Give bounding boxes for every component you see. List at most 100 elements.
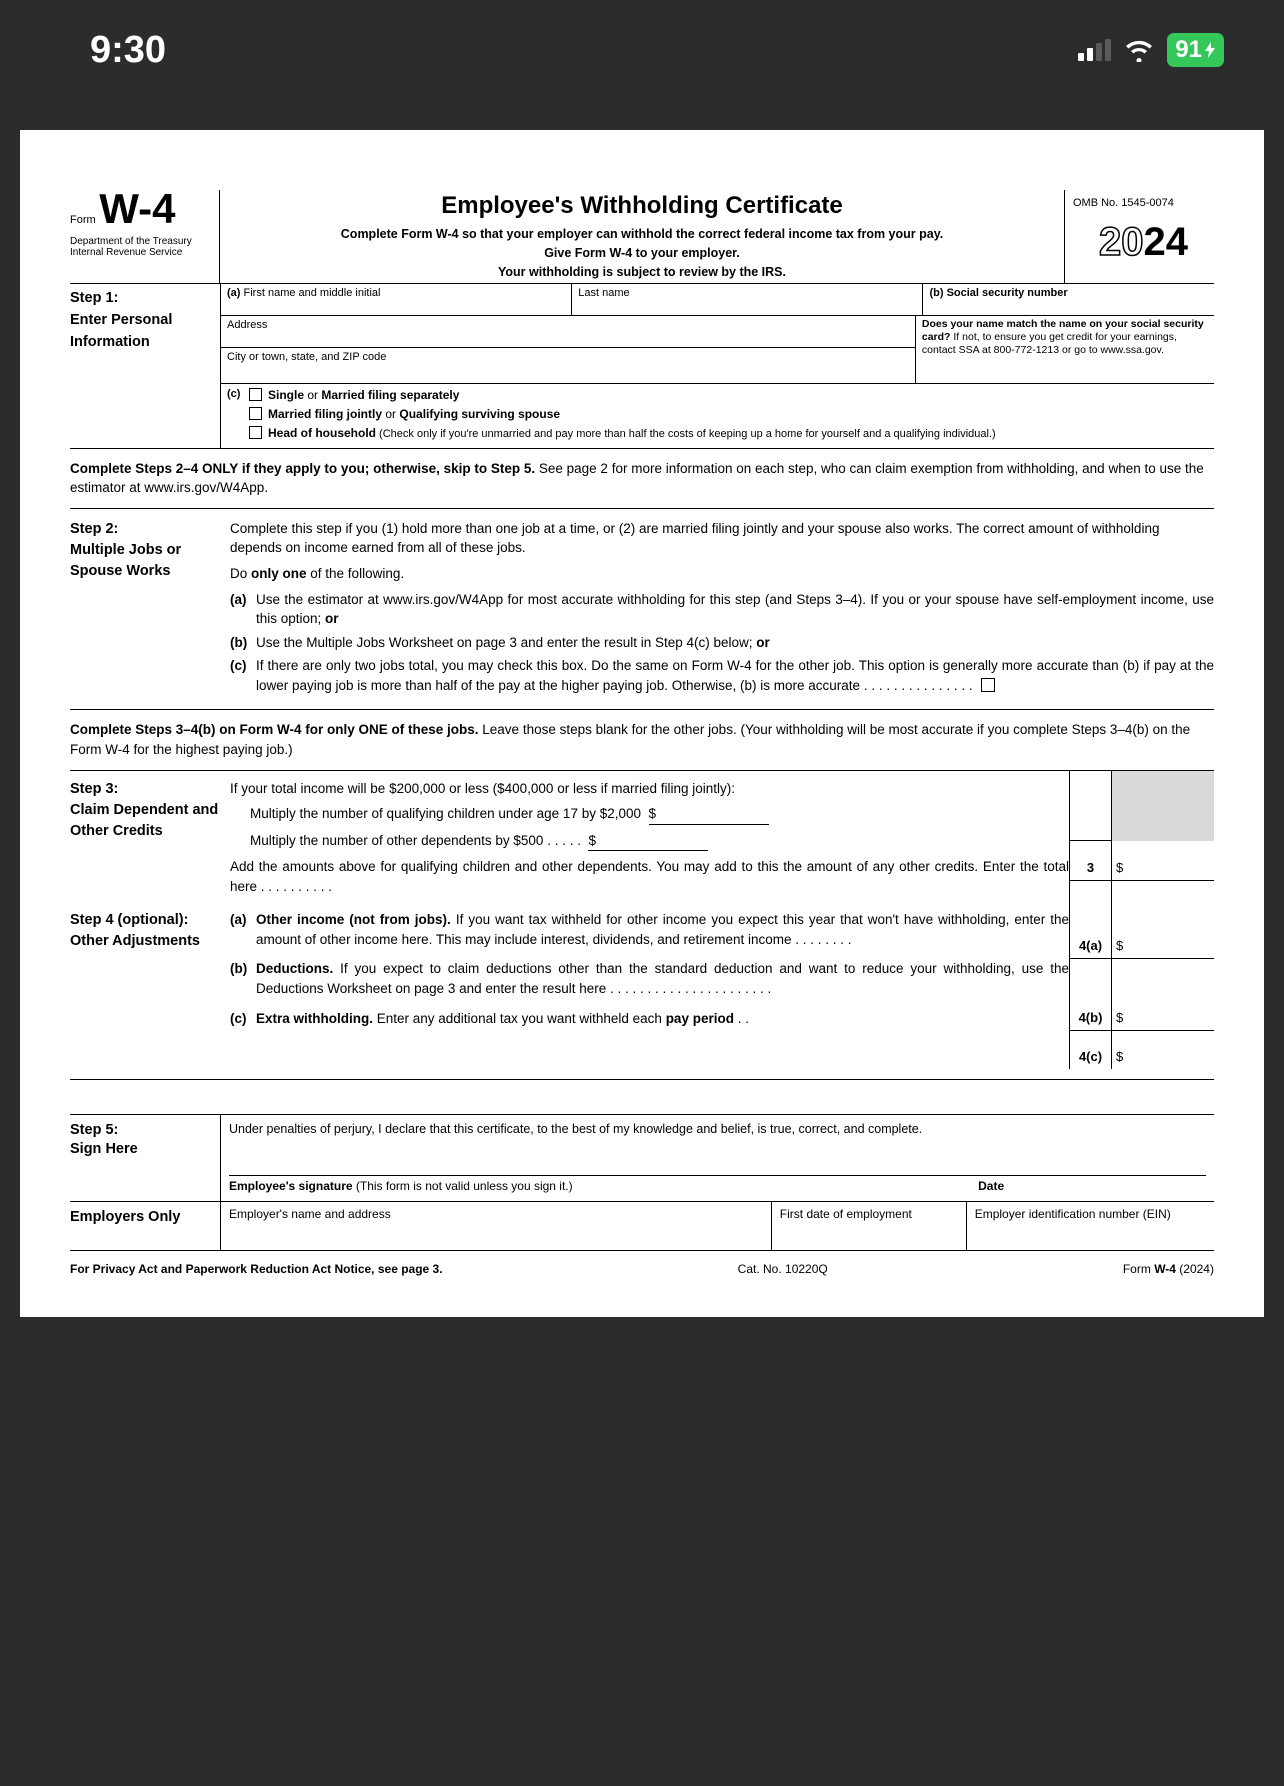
form-w4-document: Form W-4 Department of the Treasury Inte… [20, 130, 1264, 1317]
footer-right: Form W-4 (2024) [1123, 1261, 1214, 1277]
field-dependents-amount[interactable]: $ [588, 831, 708, 852]
step-4-title: Step 4 (optional): [70, 910, 220, 931]
form-title: Employee's Withholding Certificate [228, 190, 1056, 222]
line-4a-label: 4(a) [1070, 881, 1112, 958]
step-5-title: Step 5: [70, 1121, 214, 1141]
filing-status-joint[interactable]: Married filing jointly or Qualifying sur… [249, 406, 1214, 422]
field-city-state-zip[interactable]: City or town, state, and ZIP code [220, 348, 915, 383]
step2-option-a: (a)Use the estimator at www.irs.gov/W4Ap… [230, 590, 1214, 629]
form-footer: For Privacy Act and Paperwork Reduction … [70, 1251, 1214, 1277]
dept-lines: Department of the Treasury Internal Reve… [70, 236, 219, 258]
instruction-block-2: Complete Steps 3–4(b) on Form W-4 for on… [70, 710, 1214, 770]
step-5-label: Step 5: Sign Here [70, 1115, 220, 1201]
s3p2t: Multiply the number of qualifying childr… [250, 806, 641, 821]
date-label: Date [978, 1179, 1004, 1193]
form-header: Form W-4 Department of the Treasury Inte… [70, 190, 1214, 284]
step-2-title: Step 2: [70, 519, 220, 540]
s2p2c: of the following. [307, 566, 405, 581]
s3d2: $ [588, 833, 596, 848]
field-address[interactable]: Address [220, 316, 915, 348]
omb-number: OMB No. 1545-0074 [1073, 190, 1214, 211]
field-ssn[interactable]: (b) Social security number [922, 284, 1214, 316]
step-2: Step 2: Multiple Jobs or Spouse Works Co… [70, 509, 1214, 711]
line-3-label: 3 [1070, 841, 1112, 880]
step-2-label: Step 2: Multiple Jobs or Spouse Works [70, 519, 230, 700]
employers-label: Employers Only [70, 1202, 220, 1250]
l4ad: $ [1116, 937, 1123, 956]
step4-c: (c)Extra withholding. Enter any addition… [230, 1009, 1069, 1029]
field-last-name[interactable]: Last name [571, 284, 922, 316]
step-3-body: If your total income will be $200,000 or… [230, 771, 1069, 903]
step4-b: (b)Deductions. If you expect to claim de… [230, 959, 1069, 998]
sig-r: (This form is not valid unless you sign … [353, 1179, 573, 1193]
opt1-r: or [304, 388, 321, 402]
step3-p1: If your total income will be $200,000 or… [230, 779, 1069, 799]
ssn-note-text: If not, to ensure you get credit for you… [922, 331, 1177, 356]
step3-p4: Add the amounts above for qualifying chi… [230, 857, 1069, 896]
checkbox-two-jobs[interactable] [981, 678, 995, 692]
field-children-amount[interactable]: $ [649, 804, 769, 825]
status-bar: 9:30 91 [0, 0, 1284, 100]
s3d1: $ [649, 806, 657, 821]
step-5: Step 5: Sign Here Under penalties of per… [70, 1114, 1214, 1202]
step-4-label: Step 4 (optional): Other Adjustments [70, 902, 230, 1032]
s4cb: Extra withholding. [256, 1011, 373, 1026]
checkbox-single[interactable] [249, 388, 262, 401]
line-4b-label: 4(b) [1070, 959, 1112, 1030]
step4-a: (a)Other income (not from jobs). If you … [230, 910, 1069, 949]
date-field[interactable]: Date [958, 1178, 1206, 1194]
header-right: OMB No. 1545-0074 2024 [1064, 190, 1214, 283]
instr1-bold: Complete Steps 2–4 ONLY if they apply to… [70, 461, 535, 476]
field-ein[interactable]: Employer identification number (EIN) [966, 1202, 1214, 1250]
s2p2b: only one [251, 566, 307, 581]
s2b-or: or [756, 635, 770, 650]
header-sub-1: Complete Form W-4 so that your employer … [228, 226, 1056, 243]
form-number: W-4 [99, 185, 175, 232]
s4ab: Other income (not from jobs). [256, 912, 451, 927]
line-4c-label: 4(c) [1070, 1031, 1112, 1069]
filing-status-single[interactable]: Single or Married filing separately [249, 387, 1214, 403]
line-4c-value[interactable]: $ [1112, 1031, 1214, 1069]
l4cd: $ [1116, 1048, 1123, 1067]
year-outline: 20 [1099, 220, 1144, 264]
sig-b: Employee's signature [229, 1179, 353, 1193]
opt2-b1: Married filing jointly [268, 407, 382, 421]
employers-only: Employers Only Employer's name and addre… [70, 1202, 1214, 1251]
side-blank-top [1070, 771, 1214, 841]
year-solid: 24 [1144, 220, 1189, 264]
opt2-b2: Qualifying surviving spouse [399, 407, 560, 421]
filing-status-row: (c) Single or Married filing separately … [220, 384, 1214, 448]
s3p3t: Multiply the number of other dependents … [250, 833, 581, 848]
checkbox-joint[interactable] [249, 407, 262, 420]
header-sub-3: Your withholding is subject to review by… [228, 264, 1056, 281]
step-1-label: Step 1: Enter Personal Information [70, 284, 220, 448]
step2-option-c: (c)If there are only two jobs total, you… [230, 656, 1214, 695]
status-indicators: 91 [1078, 33, 1224, 67]
checkbox-hoh[interactable] [249, 426, 262, 439]
signature-field[interactable]: Employee's signature (This form is not v… [229, 1178, 958, 1194]
battery-badge: 91 [1167, 33, 1224, 67]
s2a: Use the estimator at www.irs.gov/W4App f… [256, 592, 1214, 627]
header-sub-2: Give Form W-4 to your employer. [228, 245, 1056, 262]
field-employer-name[interactable]: Employer's name and address [220, 1202, 771, 1250]
field-first-employment-date[interactable]: First date of employment [771, 1202, 966, 1250]
s4bb: Deductions. [256, 961, 333, 976]
s4cr: Enter any additional tax you want withhe… [373, 1011, 666, 1026]
cat-number: Cat. No. 10220Q [738, 1261, 828, 1277]
privacy-notice: For Privacy Act and Paperwork Reduction … [70, 1262, 443, 1276]
step-4-body: (a)Other income (not from jobs). If you … [230, 902, 1069, 1032]
line-3-value[interactable]: $ [1112, 841, 1214, 880]
line-4b-value[interactable]: $ [1112, 959, 1214, 1030]
s2b: Use the Multiple Jobs Worksheet on page … [256, 635, 756, 650]
s2p2a: Do [230, 566, 251, 581]
field-first-name[interactable]: (a) First name and middle initial [220, 284, 571, 316]
page-viewport[interactable]: Form W-4 Department of the Treasury Inte… [0, 100, 1284, 1357]
line-4b-cell: 4(b) $ [1070, 959, 1214, 1031]
step-5-body: Under penalties of perjury, I declare th… [220, 1115, 1214, 1201]
step-1-subtitle: Enter Personal Information [70, 310, 214, 354]
perjury-declaration: Under penalties of perjury, I declare th… [229, 1121, 1206, 1138]
line-4a-value[interactable]: $ [1112, 881, 1214, 958]
filing-status-hoh[interactable]: Head of household (Check only if you're … [249, 425, 1214, 442]
opt1-b1: Single [268, 388, 304, 402]
step3-p3: Multiply the number of other dependents … [230, 831, 1069, 852]
